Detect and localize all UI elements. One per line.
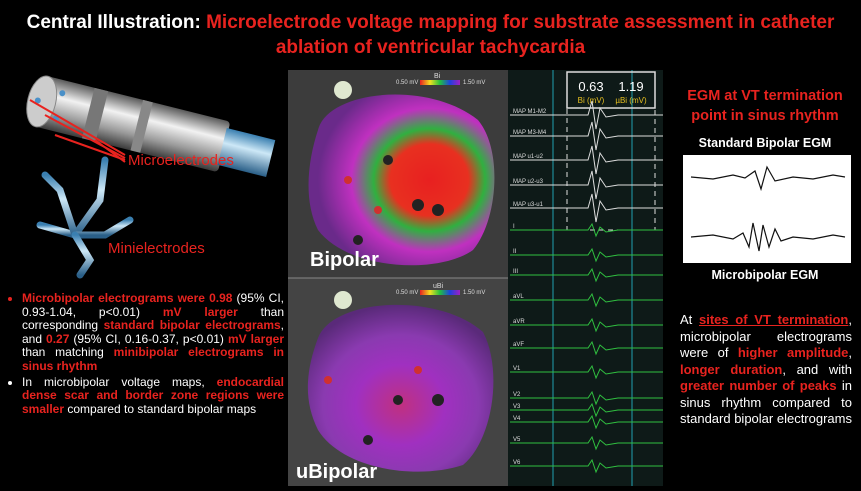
channel-label: V5 [513, 437, 521, 443]
channel-label: MAP u1-u2 [513, 154, 544, 160]
title-lead: Central Illustration: [27, 12, 201, 33]
illustration: Central Illustration: Microelectrode vol… [0, 0, 861, 491]
scale-min: 0.50 mV [396, 80, 418, 86]
scale-min: 0.50 mV [396, 290, 418, 296]
text-segment: , [848, 345, 852, 360]
channel-label: MAP u3-u1 [513, 202, 544, 208]
summary-text: At sites of VT termination, microbipolar… [680, 312, 852, 428]
text-segment: mV larger [163, 305, 238, 319]
bottom-egm-label: Microbipolar EGM [670, 268, 860, 282]
right-heading: EGM at VT termination point in sinus rhy… [670, 86, 860, 126]
title: Central Illustration: Microelectrode vol… [0, 10, 861, 60]
mapping-panel: Bipolar uBipolar 0.50 mV Bi 1.50 mV 0.50… [288, 70, 663, 486]
text-segment: Microbipolar electrograms were 0.98 [22, 291, 232, 305]
text-segment: greater number of peaks [680, 378, 837, 393]
egm-comparison [683, 155, 851, 263]
findings-list: Microbipolar electrograms were 0.98 (95%… [6, 292, 284, 416]
top-egm-label: Standard Bipolar EGM [670, 136, 860, 150]
scale-name: Bi [434, 73, 441, 80]
channel-label: V6 [513, 460, 521, 466]
text-segment: , and with [782, 362, 852, 377]
text-segment: 0.27 [46, 332, 69, 346]
channel-label: MAP M3-M4 [513, 130, 547, 136]
text-segment: higher amplitude [738, 345, 849, 360]
channel-label: III [513, 269, 518, 275]
text-segment: standard bipolar electrograms [104, 318, 281, 332]
map-label: Bipolar [310, 249, 379, 271]
microelectrodes-label: Microelectrodes [128, 152, 234, 169]
scale-max: 1.50 mV [463, 290, 485, 296]
text-segment: compared to standard bipolar maps [64, 402, 256, 416]
ubi-value: 1.19 [618, 79, 643, 94]
bi-value: 0.63 [578, 79, 603, 94]
text-segment: mV larger [228, 332, 284, 346]
text-segment: longer duration [680, 362, 782, 377]
channel-label: MAP u2-u3 [513, 179, 544, 185]
finding: In microbipolar voltage maps, endocardia… [22, 376, 284, 417]
channel-label: MAP M1-M2 [513, 109, 547, 115]
minielectrodes-label: Minielectrodes [108, 240, 205, 257]
channel-label: V4 [513, 416, 521, 422]
scale-max: 1.50 mV [463, 80, 485, 86]
ubi-unit: µBi (mV) [615, 96, 647, 105]
map-label: uBipolar [296, 461, 377, 483]
channel-label: V1 [513, 366, 521, 372]
title-text: Microelectrode voltage mapping for subst… [206, 12, 834, 58]
channel-label: aVR [513, 319, 525, 325]
channel-label: aVL [513, 294, 524, 300]
text-segment: sites of VT termination [699, 312, 848, 327]
text-segment: than matching [22, 345, 114, 359]
text-segment: In microbipolar voltage maps, [22, 375, 217, 389]
text-segment: At [680, 312, 699, 327]
scale-name: uBi [433, 283, 444, 290]
channel-label: V2 [513, 392, 521, 398]
text-segment: (95% CI, 0.16-0.37, p<0.01) [69, 332, 228, 346]
channel-label: V3 [513, 404, 521, 410]
finding: Microbipolar electrograms were 0.98 (95%… [22, 292, 284, 374]
channel-label: II [513, 249, 517, 255]
channel-label: aVF [513, 342, 524, 348]
